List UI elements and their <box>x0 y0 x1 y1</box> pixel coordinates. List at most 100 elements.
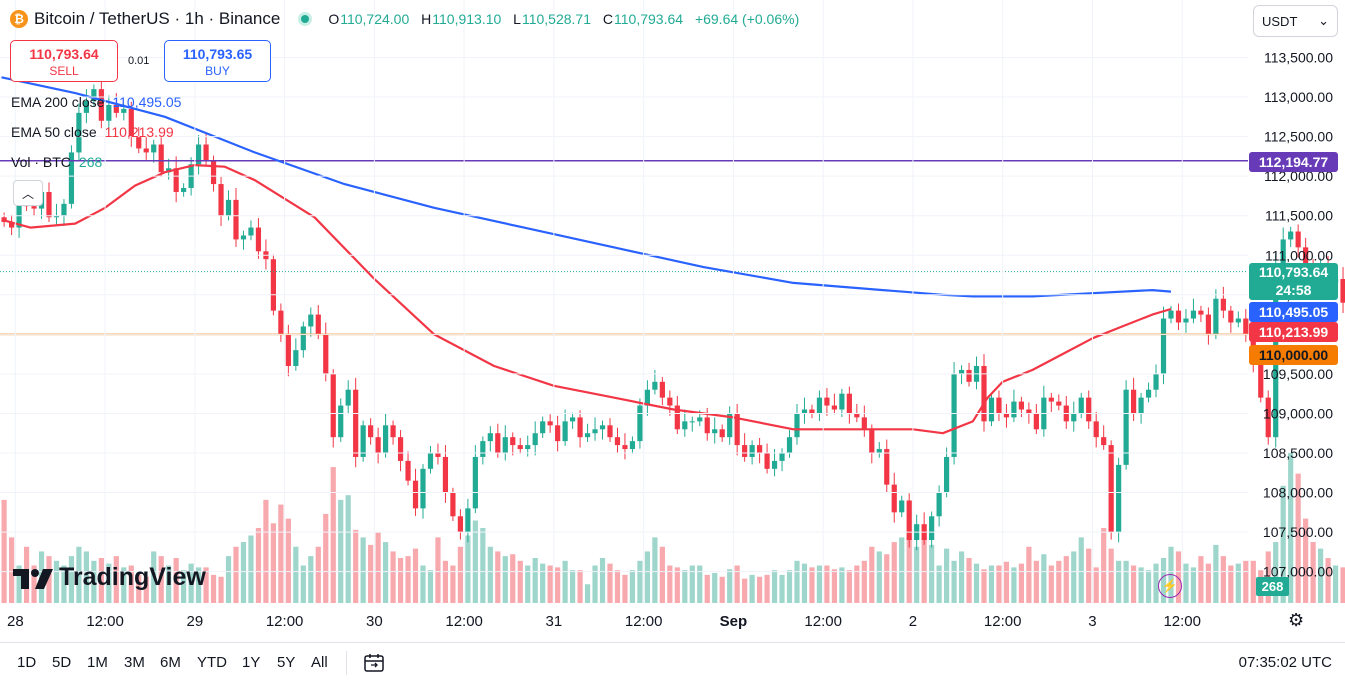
candle-body <box>225 199 232 216</box>
volume-bar <box>315 546 321 603</box>
volume-bar <box>771 570 778 603</box>
close-value: 110,793.64 <box>614 11 684 27</box>
chevron-down-icon: ⌄ <box>1318 13 1329 28</box>
volume-bar <box>502 556 508 603</box>
symbol-title[interactable]: Bitcoin / TetherUS · 1h · Binance <box>34 9 281 28</box>
candle-body <box>839 393 845 410</box>
y-tick-label: 113,500.00 <box>1264 50 1333 66</box>
candle-body <box>614 437 621 446</box>
volume-bar <box>360 537 366 603</box>
range-1y[interactable]: 1Y <box>242 654 261 671</box>
candle-body <box>831 405 837 410</box>
volume-bar <box>674 567 680 603</box>
x-tick-label: 12:00 <box>445 613 483 630</box>
volume-bar <box>712 573 718 603</box>
volume-bar <box>353 529 359 603</box>
candle-body <box>697 417 703 422</box>
indicator-lines <box>0 76 1248 435</box>
volume-bar <box>330 467 336 603</box>
candle-body <box>76 112 82 153</box>
volume-bar <box>128 565 134 603</box>
range-6m[interactable]: 6M <box>160 654 181 671</box>
candle-body <box>1138 397 1144 414</box>
volume-bar <box>1332 565 1339 603</box>
candle-body <box>1280 239 1286 264</box>
buy-button[interactable]: 110,793.65 BUY <box>164 40 271 82</box>
volume-bar <box>151 551 157 603</box>
volume-bar <box>1280 485 1286 603</box>
level-label-orange: 110,000.00 <box>1249 345 1338 365</box>
volume-bar <box>801 563 808 603</box>
gear-icon[interactable]: ⚙ <box>1288 610 1305 630</box>
lightning-icon[interactable]: ⚡ <box>1158 574 1182 598</box>
candle-body <box>704 417 710 434</box>
date-range-icon[interactable] <box>362 651 386 675</box>
tradingview-logo[interactable]: TradingView <box>13 563 206 592</box>
candle-body <box>1101 437 1107 446</box>
candle-body <box>1160 318 1167 374</box>
volume-bar <box>682 570 688 603</box>
volume-bar <box>1190 567 1197 603</box>
candle-body <box>966 369 972 382</box>
currency-select[interactable]: USDT ⌄ <box>1253 5 1338 37</box>
volume-bar <box>1220 556 1226 603</box>
volume-bar <box>614 570 621 603</box>
volume-bar <box>278 504 284 603</box>
candle-body <box>345 389 351 406</box>
indicator-volume[interactable]: Vol · BTC 268 <box>11 154 103 170</box>
range-5d[interactable]: 5D <box>52 654 72 671</box>
candle-body <box>203 144 209 161</box>
candle-body <box>555 425 561 442</box>
range-3m[interactable]: 3M <box>124 654 145 671</box>
range-5y[interactable]: 5Y <box>277 654 296 671</box>
x-tick-label: 31 <box>546 613 563 630</box>
range-1d[interactable]: 1D <box>17 654 37 671</box>
ohlc-readout: O110,724.00 H110,913.10 L110,528.71 C110… <box>328 11 800 27</box>
x-tick-label: 29 <box>187 613 204 630</box>
volume-bar <box>936 565 942 603</box>
utc-clock[interactable]: 07:35:02 UTC <box>1238 654 1332 671</box>
volume-bar <box>323 513 329 603</box>
volume-bar <box>263 499 269 603</box>
volume-bar <box>510 554 516 603</box>
candle-body <box>427 453 434 469</box>
volume-bar <box>525 565 531 603</box>
chart-header: ₿ Bitcoin / TetherUS · 1h · Binance O110… <box>10 9 807 29</box>
range-ytd[interactable]: YTD <box>197 654 227 671</box>
candle-body <box>1258 362 1264 398</box>
volume-bar <box>1116 560 1122 603</box>
buy-label: BUY <box>205 64 230 78</box>
volume-bar <box>996 565 1002 603</box>
volume-bar <box>869 546 875 603</box>
volume-bar <box>1093 567 1099 603</box>
volume-bar <box>1235 563 1241 603</box>
collapse-legend-button[interactable]: ︿ <box>13 180 43 206</box>
candle-body <box>854 413 860 418</box>
y-tick-label: 112,500.00 <box>1264 129 1333 145</box>
volume-bar <box>1078 537 1084 603</box>
candle-body <box>667 397 673 406</box>
price-chart[interactable]: 107,000.00 107,500.00 108,000.00 108,500.00… <box>0 0 1345 642</box>
volume-bar <box>480 528 486 603</box>
candle-body <box>136 136 142 149</box>
volume-bar <box>412 548 419 603</box>
candle-body <box>682 421 688 430</box>
candle-body <box>1123 389 1129 465</box>
volume-bar <box>1250 560 1256 603</box>
candle-body <box>480 441 486 457</box>
candle-body <box>644 389 650 406</box>
volume-bar <box>943 548 950 603</box>
volume-bar <box>966 558 972 603</box>
indicator-ema200[interactable]: EMA 200 close 110,495.05 <box>11 94 182 110</box>
range-1m[interactable]: 1M <box>87 654 108 671</box>
volume-bar <box>472 520 478 603</box>
sell-button[interactable]: 110,793.64 SELL <box>10 40 118 82</box>
candle-body <box>300 326 306 351</box>
volume-bar <box>861 560 867 603</box>
candle-body <box>113 104 119 113</box>
candle-body <box>637 405 643 442</box>
volume-bar <box>824 565 830 603</box>
range-all[interactable]: All <box>311 654 328 671</box>
indicator-ema50[interactable]: EMA 50 close 110,213.99 <box>11 124 174 140</box>
candle-body <box>794 413 800 438</box>
